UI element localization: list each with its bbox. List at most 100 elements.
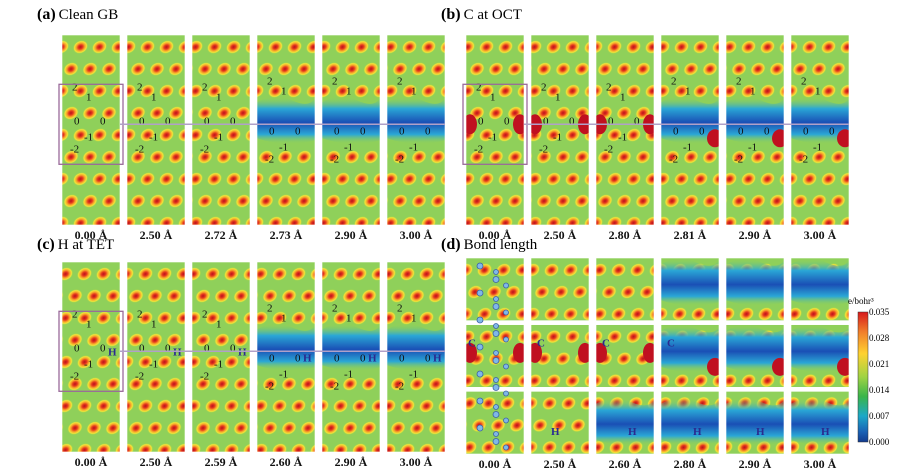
density-tile-0-5: 21 0 0 -1 -2 (386, 34, 446, 226)
caption-1-1: 2.50 Å (543, 228, 577, 242)
bond-tile-0-5 (790, 257, 850, 321)
atom-label: -1 (214, 131, 223, 143)
bond-tile-2-1 (530, 391, 590, 455)
density-tile-1-0: 210 0 -1 -2 (465, 34, 525, 226)
atom-label: 0 (399, 352, 405, 364)
atom-label: -2 (265, 380, 274, 392)
atom-label: -2 (395, 380, 404, 392)
caption-3-4: 2.90 Å (738, 457, 772, 471)
atom-label: 1 (281, 312, 287, 324)
bond-tile-0-4 (725, 257, 785, 321)
atom-label: 0 (399, 125, 405, 137)
atom-marker (503, 417, 509, 424)
atom-label: -2 (395, 153, 404, 165)
atom-label: -1 (488, 131, 497, 143)
bond-h-label: H (693, 426, 702, 438)
colorbar-tick: 0.021 (869, 359, 890, 369)
atom-label: -1 (214, 358, 223, 370)
atom-label: 0 (295, 352, 301, 364)
atom-marker (493, 323, 499, 329)
atom-label: -2 (135, 143, 144, 155)
atom-label: -2 (669, 153, 678, 165)
atom-marker (503, 363, 509, 370)
bond-tile-2-4 (725, 391, 785, 455)
atom-label: 0 (478, 115, 484, 127)
atom-marker (492, 357, 500, 364)
atom-label: 1 (411, 312, 417, 324)
atom-label: -1 (84, 131, 93, 143)
bond-tile-1-3 (660, 324, 720, 388)
caption-0-5: 3.00 Å (399, 228, 433, 242)
atom-label: -2 (539, 143, 548, 155)
bond-tile-2-2 (595, 391, 655, 455)
atom-label: 0 (204, 342, 210, 354)
caption-2-5: 3.00 Å (399, 455, 433, 469)
atom-label: -2 (799, 153, 808, 165)
atom-label: -2 (70, 143, 79, 155)
atom-label: 0 (673, 125, 679, 137)
atom-label: 2 (267, 75, 273, 87)
atom-label: -2 (734, 153, 743, 165)
atom-label: 2 (606, 81, 612, 93)
bond-tile-1-4 (725, 324, 785, 388)
atom-label: 1 (620, 91, 626, 103)
caption-3-2: 2.60 Å (608, 457, 642, 471)
caption-2-4: 2.90 Å (334, 455, 368, 469)
atom-marker (492, 303, 500, 310)
atom-marker (476, 262, 484, 270)
colorbar-tick: 0.014 (869, 385, 890, 395)
atom-label: 1 (216, 91, 222, 103)
atom-marker (493, 269, 499, 275)
bond-tile-2-5 (790, 391, 850, 455)
atom-marker (493, 377, 499, 383)
bond-tile-1-5 (790, 324, 850, 388)
panel-a-label: (a) Clean GB (37, 6, 119, 23)
atom-label: 0 (100, 115, 106, 127)
atom-label: -2 (330, 380, 339, 392)
atom-label: 0 (334, 125, 340, 137)
atom-marker (476, 370, 484, 378)
caption-0-4: 2.90 Å (334, 228, 368, 242)
bond-c-label: C (468, 338, 476, 350)
atom-label: 0 (425, 125, 431, 137)
colorbar (857, 311, 869, 443)
atom-label: -2 (330, 153, 339, 165)
atom-marker (503, 309, 509, 316)
colorbar-tick: 0.000 (869, 437, 890, 447)
atom-label: 2 (202, 308, 208, 320)
atom-label: 2 (267, 302, 273, 314)
caption-0-1: 2.50 Å (139, 228, 173, 242)
atom-marker (492, 384, 500, 391)
atom-label: 2 (137, 308, 143, 320)
dopant-label: H (433, 352, 442, 364)
colorbar-tick: 0.028 (869, 333, 890, 343)
atom-label: -1 (344, 368, 353, 380)
atom-marker (493, 404, 499, 410)
atom-label: -2 (265, 153, 274, 165)
atom-marker (493, 296, 499, 302)
atom-label: 0 (269, 125, 275, 137)
atom-label: 0 (204, 115, 210, 127)
atom-marker (493, 431, 499, 437)
bond-tile-0-1 (530, 257, 590, 321)
atom-label: 1 (490, 91, 496, 103)
atom-label: -1 (84, 358, 93, 370)
atom-marker (476, 316, 484, 324)
atom-marker (476, 424, 484, 432)
caption-1-5: 3.00 Å (803, 228, 837, 242)
atom-label: 0 (360, 125, 366, 137)
atom-label: 0 (74, 115, 80, 127)
density-tile-0-3: 21 0 0 -1 -2 (256, 34, 316, 226)
density-tile-2-3: 21 0 0 -1 -2 H (256, 261, 316, 453)
bond-c-label: C (667, 338, 675, 350)
dopant-label: H (303, 352, 312, 364)
dopant-label: H (173, 346, 182, 358)
colorbar-tick: 0.007 (869, 411, 890, 421)
atom-label: -1 (618, 131, 627, 143)
panel-c-label: (c) H at TET (37, 236, 115, 253)
bond-tile-0-3 (660, 257, 720, 321)
atom-label: 2 (671, 75, 677, 87)
atom-label: 0 (165, 115, 171, 127)
caption-2-1: 2.50 Å (139, 455, 173, 469)
